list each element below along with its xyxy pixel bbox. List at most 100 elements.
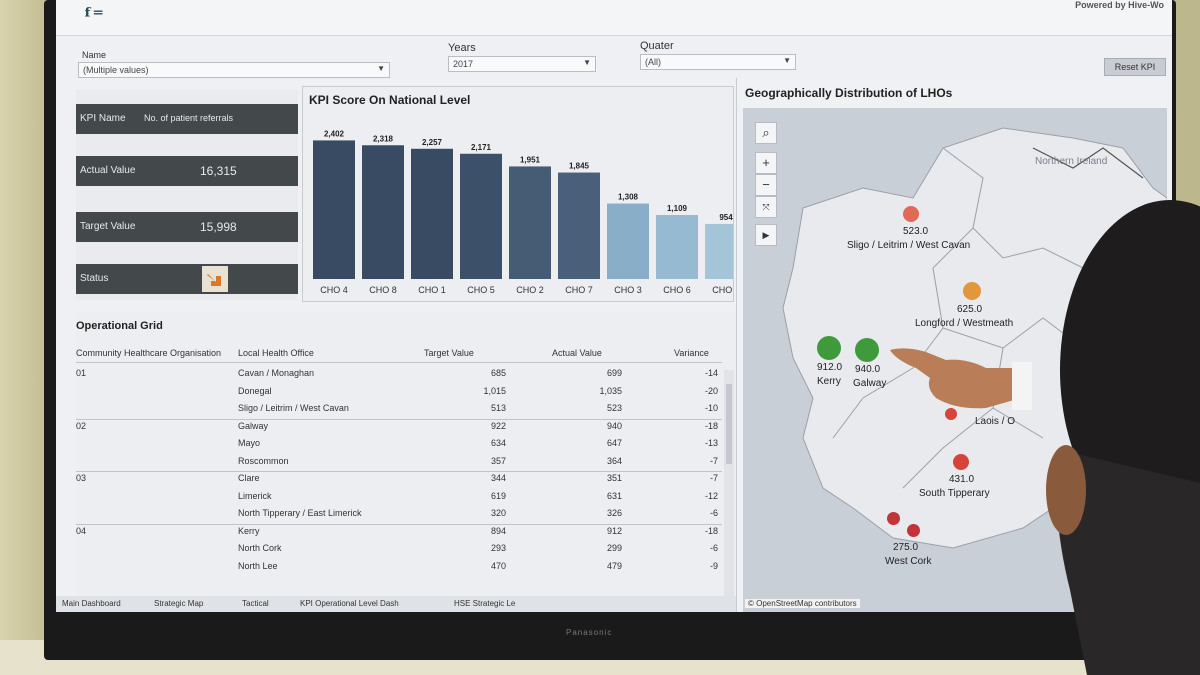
years-filter-select[interactable]: 2017 ▼	[448, 56, 596, 72]
cell-actual: 326	[606, 508, 622, 518]
name-filter-label: Name	[82, 50, 107, 60]
map-dot-galway[interactable]	[855, 338, 879, 362]
kpi-summary-panel: KPI Name No. of patient referrals Actual…	[76, 90, 298, 300]
play-icon[interactable]: ▶	[755, 224, 777, 246]
cell-target: 293	[490, 543, 506, 553]
northern-ireland-label: Northern Ireland	[1035, 156, 1108, 167]
cell-lho: Roscommon	[238, 455, 289, 466]
tab-kpi-operational[interactable]: KPI Operational Level Dash	[300, 599, 399, 608]
bar-value-label: 2,318	[373, 134, 394, 143]
map-search-button[interactable]: ⌕	[755, 122, 777, 144]
cell-actual: 479	[606, 560, 622, 571]
pan-tool-button[interactable]: ⤧	[755, 196, 777, 218]
map-dot-cork-1[interactable]	[887, 512, 900, 525]
grid-scrollbar[interactable]	[724, 370, 734, 602]
col-header-cho[interactable]: Community Healthcare Organisation	[76, 348, 222, 358]
cell-variance: -10	[704, 403, 718, 413]
cell-target: 320	[490, 508, 506, 518]
col-header-variance[interactable]: Variance	[674, 348, 709, 358]
zoom-in-button[interactable]: +	[755, 152, 777, 174]
bar-cho-1[interactable]	[411, 148, 453, 279]
tab-hse-strategic[interactable]: HSE Strategic Le	[454, 599, 516, 608]
sligo-value: 523.0	[903, 226, 929, 237]
map-attribution[interactable]: © OpenStreetMap contributors	[745, 599, 860, 608]
tab-tactical[interactable]: Tactical	[242, 599, 269, 608]
bar-cho-8[interactable]	[362, 145, 404, 279]
bar-category-label: CHO 7	[565, 285, 593, 295]
bar-category-label: CHO 2	[516, 285, 544, 295]
cell-actual: 912	[606, 525, 622, 536]
group-divider	[76, 523, 722, 525]
bar-cho-5[interactable]	[460, 153, 502, 279]
tab-main-dashboard[interactable]: Main Dashboard	[62, 599, 121, 608]
bar-value-label: 1,308	[618, 193, 639, 202]
bar-cho-4[interactable]	[313, 140, 355, 279]
quater-filter-label: Quater	[640, 40, 674, 52]
tab-strategic-map[interactable]: Strategic Map	[154, 599, 204, 608]
col-header-lho[interactable]: Local Health Office	[238, 348, 314, 358]
kpi-name-value: No. of patient referrals	[144, 113, 234, 123]
powered-by: Powered by Hive-Wo	[1075, 0, 1164, 10]
map-title: Geographically Distribution of LHOs	[745, 86, 953, 100]
cell-actual: 351	[606, 473, 622, 483]
sheet-tabs: Main Dashboard Strategic Map Tactical KP…	[56, 596, 736, 612]
cell-lho: Galway	[238, 420, 269, 431]
cell-variance: -6	[709, 508, 718, 518]
cell-cho: 02	[76, 420, 87, 431]
cell-target: 357	[490, 455, 506, 466]
map-dot-laois[interactable]	[945, 408, 957, 420]
monitor-brand: Panasonic	[566, 628, 613, 637]
scrollbar-thumb[interactable]	[726, 384, 732, 464]
bar-category-label: CHO 4	[320, 285, 348, 295]
cell-target: 685	[490, 368, 506, 378]
longford-label: Longford / Westmeath	[915, 318, 1014, 329]
pointing-hand	[890, 348, 1032, 410]
bar-chart-title: KPI Score On National Level	[309, 93, 471, 107]
status-row: Status	[76, 264, 298, 294]
cell-lho: Clare	[238, 473, 260, 483]
map-dot-south-tipperary[interactable]	[953, 454, 969, 470]
years-filter-label: Years	[448, 42, 476, 54]
col-header-target[interactable]: Target Value	[424, 348, 474, 358]
longford-value: 625.0	[957, 304, 983, 315]
bar-cho-7[interactable]	[558, 172, 600, 279]
kpi-name-row: KPI Name No. of patient referrals	[76, 104, 298, 134]
quater-filter-select[interactable]: (All) ▼	[640, 54, 796, 70]
grid-title: Operational Grid	[76, 320, 163, 332]
actual-value: 16,315	[200, 164, 237, 178]
zoom-out-button[interactable]: −	[755, 174, 777, 196]
kerry-label: Kerry	[817, 376, 841, 387]
down-right-arrow-icon	[207, 274, 221, 286]
col-header-actual[interactable]: Actual Value	[552, 348, 602, 358]
map-dot-longford[interactable]	[963, 282, 981, 300]
cell-lho: Limerick	[238, 490, 272, 501]
cell-actual: 299	[606, 543, 622, 553]
map-dot-west-cork[interactable]	[907, 524, 920, 537]
bar-category-label: CHO 9	[712, 285, 733, 295]
name-filter-select[interactable]: (Multiple values) ▼	[78, 62, 390, 78]
sligo-label: Sligo / Leitrim / West Cavan	[847, 240, 971, 251]
reset-kpi-button[interactable]: Reset KPI	[1104, 58, 1166, 76]
dashboard-screen: ᶠ⁼ Powered by Hive-Wo Name (Multiple val…	[56, 0, 1172, 612]
south-tipperary-value: 431.0	[949, 474, 975, 485]
map-dot-sligo[interactable]	[903, 206, 919, 222]
cell-cho: 04	[76, 525, 87, 536]
cell-variance: -18	[704, 420, 718, 431]
cell-actual: 631	[606, 490, 622, 501]
cell-variance: -7	[709, 473, 718, 483]
bar-cho-3[interactable]	[607, 203, 649, 279]
bar-cho-9[interactable]	[705, 223, 733, 279]
kpi-bar-chart-panel: KPI Score On National Level 2,402 CHO 4 2,…	[302, 86, 734, 302]
quater-filter-value: (All)	[645, 57, 661, 67]
bar-chart: 2,402 CHO 4 2,318 CHO 8 2,257 CHO 1 2,171 CHO 5…	[313, 129, 733, 295]
cell-variance: -13	[704, 438, 718, 448]
chevron-down-icon: ▼	[583, 58, 591, 67]
cell-lho: Donegal	[238, 385, 272, 396]
chevron-down-icon: ▼	[377, 64, 385, 73]
bar-category-label: CHO 5	[467, 285, 495, 295]
status-label: Status	[80, 273, 109, 284]
bar-cho-2[interactable]	[509, 166, 551, 279]
bar-cho-6[interactable]	[656, 215, 698, 279]
map-dot-kerry[interactable]	[817, 336, 841, 360]
cell-variance: -12	[704, 490, 718, 501]
